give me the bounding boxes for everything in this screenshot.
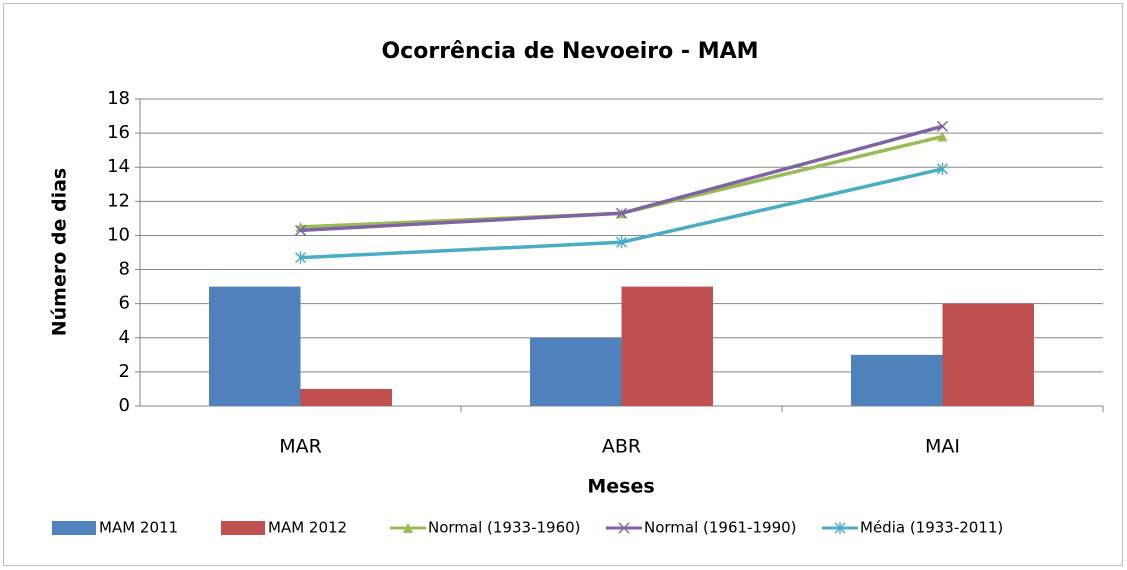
chart-border [3, 3, 1123, 566]
marker [403, 523, 413, 533]
y-tick-label: 10 [107, 224, 130, 245]
legend-marker [834, 522, 846, 534]
x-axis-title: Meses [587, 476, 654, 498]
bar [300, 388, 392, 406]
y-tick-label: 8 [119, 259, 130, 280]
y-axis-title: Número de dias [49, 168, 71, 337]
y-tick-label: 4 [119, 327, 130, 348]
bar [942, 303, 1034, 406]
chart-title: Ocorrência de Nevoeiro - MAM [381, 39, 758, 64]
legend-label: Normal (1933-1960) [428, 519, 581, 537]
marker [294, 224, 307, 236]
bar [209, 286, 301, 406]
marker [936, 120, 949, 132]
marker [936, 162, 949, 175]
y-tick-label: 6 [119, 293, 130, 314]
x-tick-label: ABR [602, 436, 641, 458]
y-tick-label: 18 [107, 88, 130, 109]
x-tick-label: MAI [925, 436, 960, 458]
legend-swatch [221, 521, 265, 535]
x-tick-label: MAR [279, 436, 322, 458]
y-tick-label: 14 [107, 156, 130, 177]
legend-marker [403, 523, 413, 533]
y-tick-label: 12 [107, 190, 130, 211]
marker [937, 131, 948, 142]
legend-swatch [52, 521, 96, 535]
marker [615, 207, 628, 219]
y-tick-label: 2 [119, 361, 130, 382]
legend-marker [618, 522, 630, 534]
marker [615, 236, 628, 249]
bar [530, 337, 622, 406]
legend-label: Normal (1961-1990) [644, 519, 797, 537]
marker [834, 522, 846, 534]
marker [294, 251, 307, 264]
marker [618, 522, 630, 534]
y-tick-label: 16 [107, 122, 130, 143]
legend-label: MAM 2011 [99, 519, 178, 537]
legend-label: MAM 2012 [268, 519, 347, 537]
y-tick-label: 0 [119, 395, 130, 416]
bar [851, 354, 943, 406]
bar [621, 286, 713, 406]
legend-label: Média (1933-2011) [860, 519, 1003, 537]
